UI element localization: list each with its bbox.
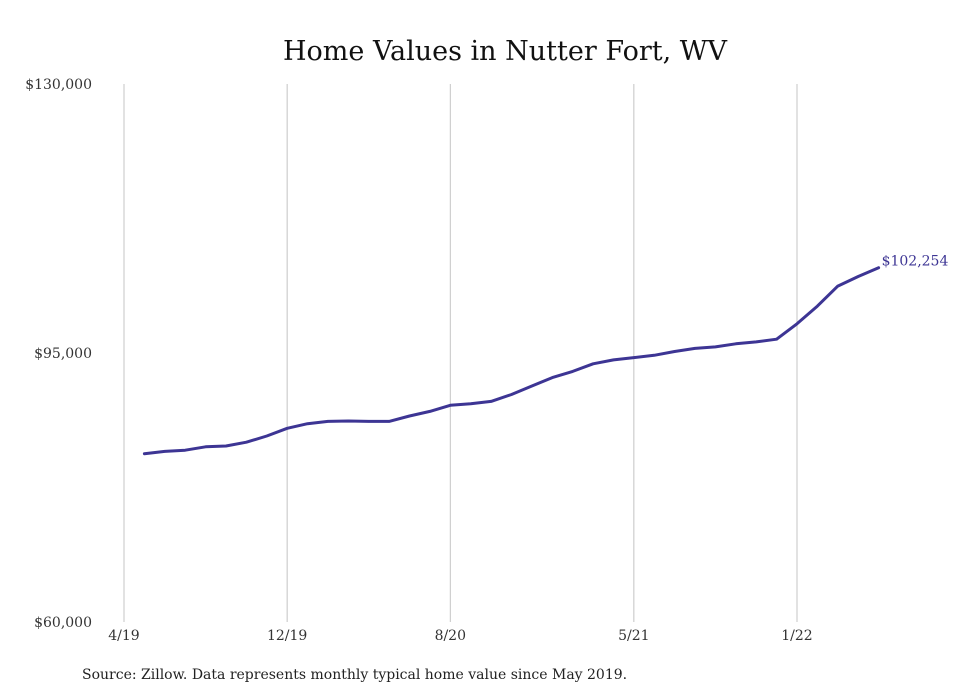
x-axis: 4/19 12/19 8/20 5/21 1/22 (108, 628, 812, 644)
x-tick-label: 12/19 (267, 628, 307, 644)
gridlines (123, 84, 798, 622)
y-tick-label: $95,000 (34, 346, 92, 362)
x-tick-label: 5/21 (618, 628, 649, 644)
x-tick-label: 1/22 (781, 628, 812, 644)
home-value-line (142, 266, 881, 456)
source-note: Source: Zillow. Data represents monthly … (82, 667, 628, 683)
y-tick-label: $130,000 (25, 77, 92, 93)
y-tick-label: $60,000 (34, 615, 92, 631)
chart-title: Home Values in Nutter Fort, WV (283, 36, 727, 67)
x-tick-label: 8/20 (435, 628, 466, 644)
end-value-label: $102,254 (882, 254, 949, 270)
series-group (142, 266, 881, 456)
x-tick-label: 4/19 (108, 628, 139, 644)
y-axis: $130,000 $95,000 $60,000 (25, 77, 92, 631)
